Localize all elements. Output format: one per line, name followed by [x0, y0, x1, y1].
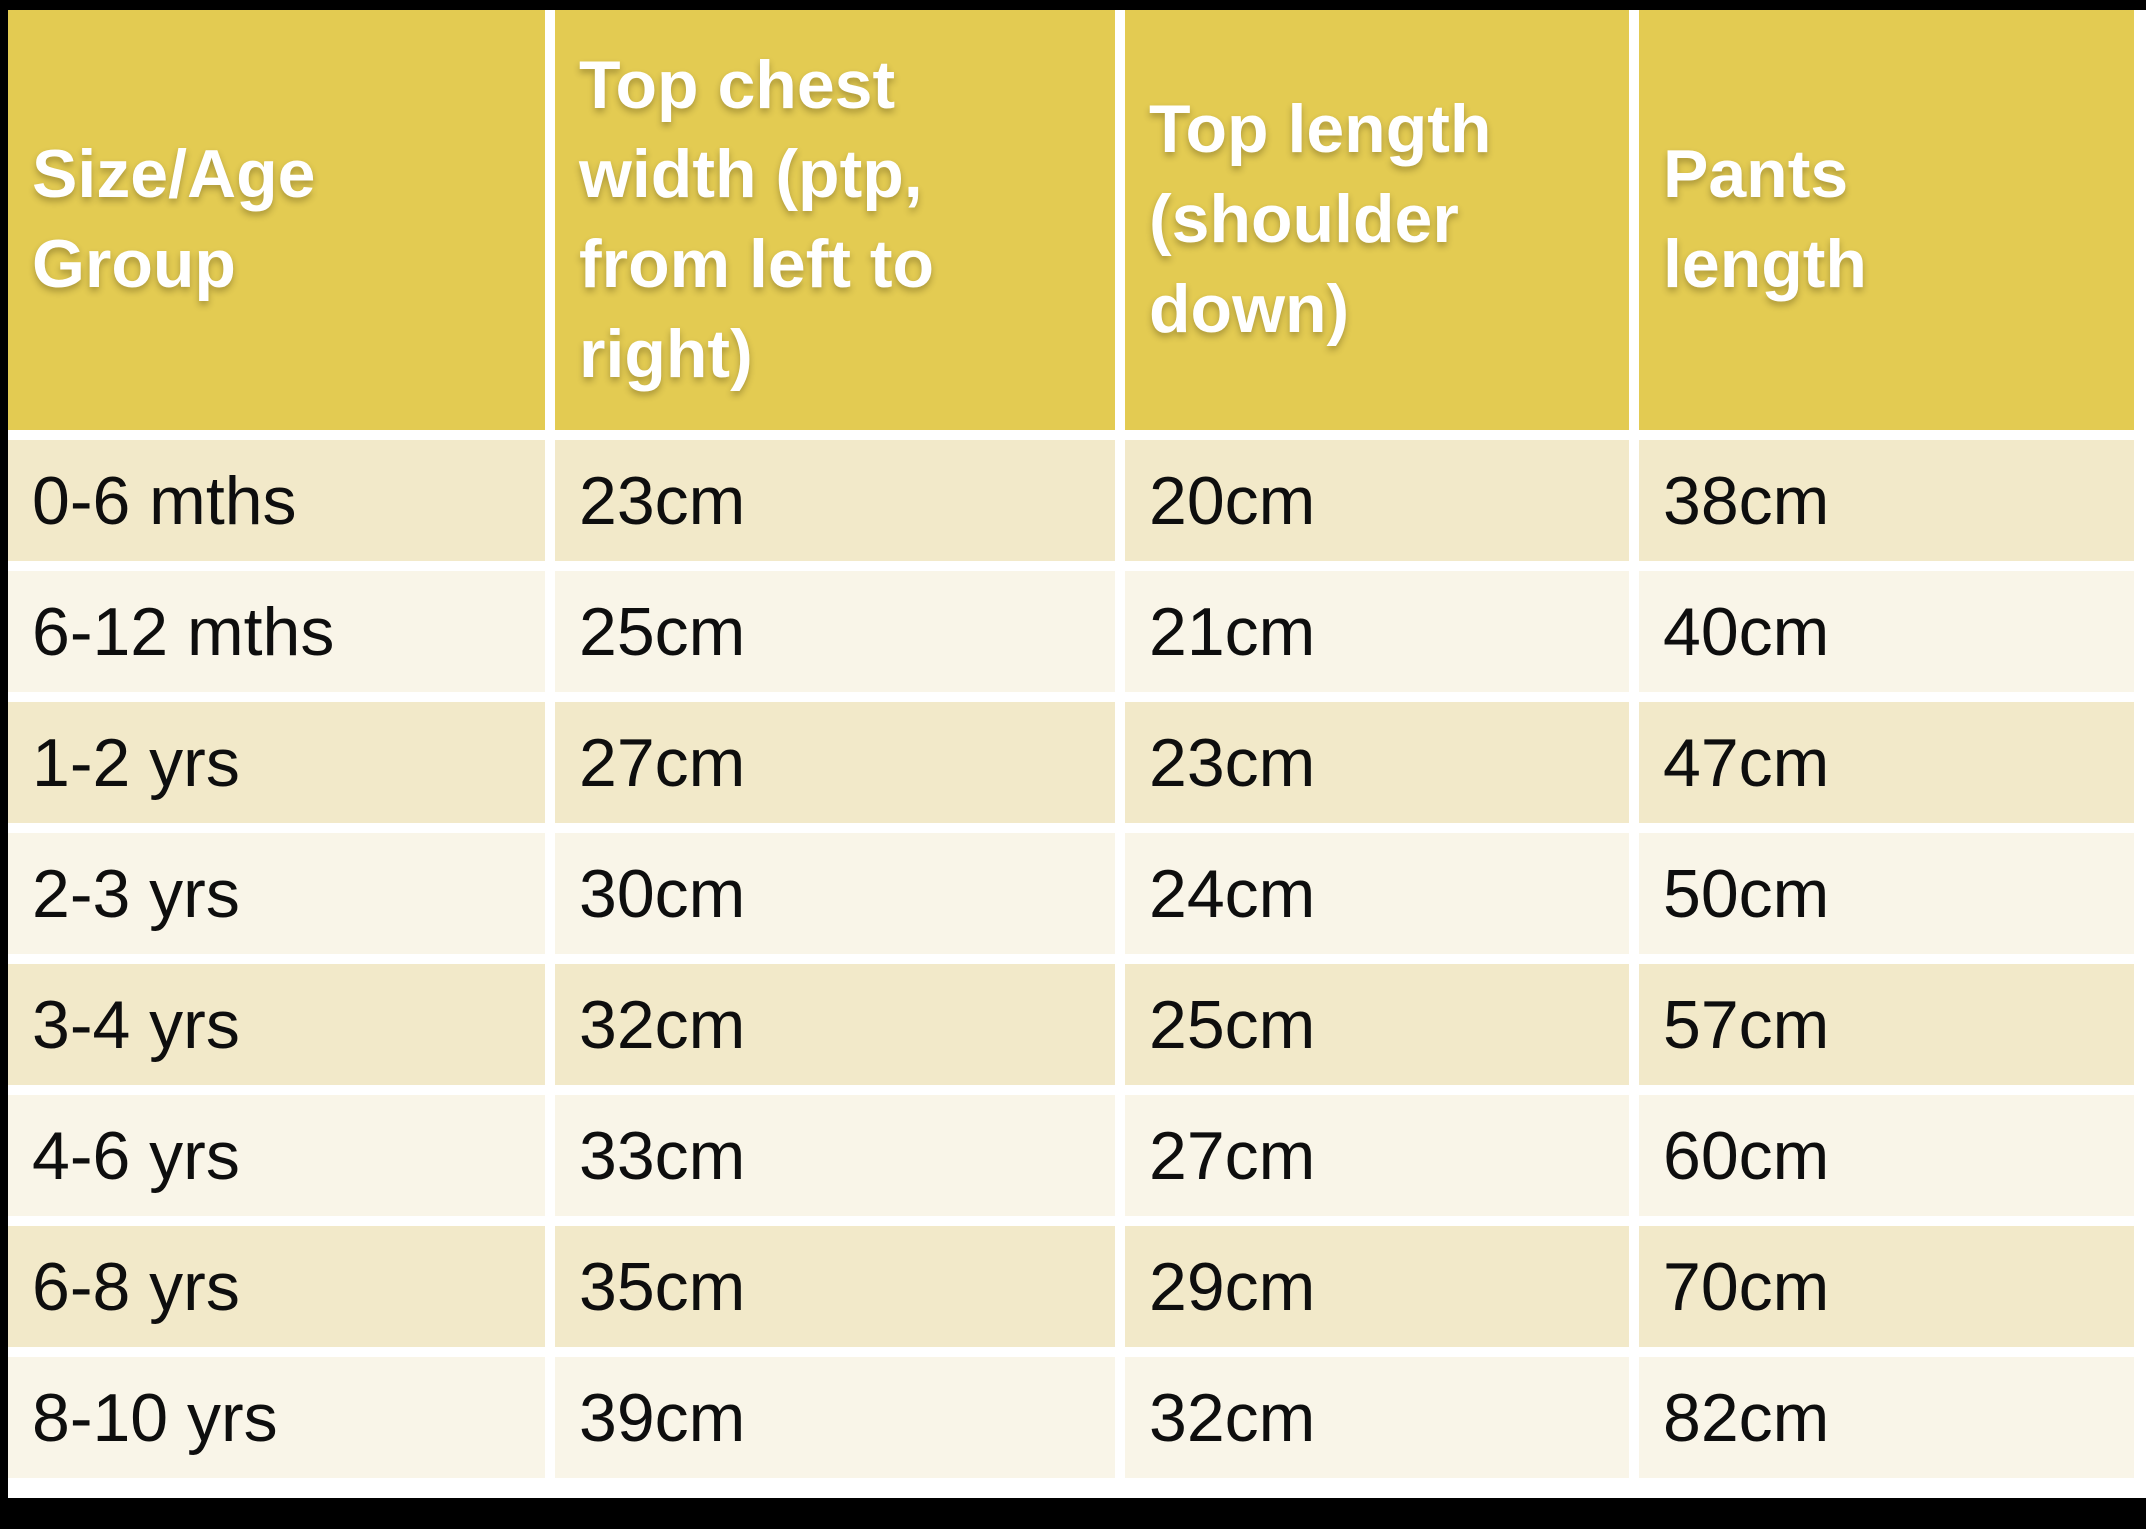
table-row: 3-4 yrs 32cm 25cm 57cm [8, 964, 2134, 1085]
cell-chest-width: 35cm [555, 1226, 1115, 1347]
header-size-age-group: Size/Age Group [8, 10, 545, 430]
cell-size-age: 2-3 yrs [8, 833, 545, 954]
cell-pants-length: 40cm [1639, 571, 2134, 692]
table-row: 6-12 mths 25cm 21cm 40cm [8, 571, 2134, 692]
cell-chest-width: 27cm [555, 702, 1115, 823]
cell-size-age: 8-10 yrs [8, 1357, 545, 1478]
cell-pants-length: 70cm [1639, 1226, 2134, 1347]
cell-top-length: 20cm [1125, 440, 1629, 561]
table-row: 1-2 yrs 27cm 23cm 47cm [8, 702, 2134, 823]
table-row: 4-6 yrs 33cm 27cm 60cm [8, 1095, 2134, 1216]
cell-top-length: 23cm [1125, 702, 1629, 823]
cell-pants-length: 82cm [1639, 1357, 2134, 1478]
cell-size-age: 3-4 yrs [8, 964, 545, 1085]
cell-pants-length: 50cm [1639, 833, 2134, 954]
cell-chest-width: 33cm [555, 1095, 1115, 1216]
cell-chest-width: 39cm [555, 1357, 1115, 1478]
cell-top-length: 27cm [1125, 1095, 1629, 1216]
header-top-chest-width-label: Top chest width (ptp, from left to right… [579, 46, 935, 392]
cell-size-age: 6-12 mths [8, 571, 545, 692]
table-row: 6-8 yrs 35cm 29cm 70cm [8, 1226, 2134, 1347]
header-size-age-group-label: Size/Age Group [32, 136, 316, 302]
header-pants-length-label: Pants length [1663, 136, 1867, 302]
cell-chest-width: 30cm [555, 833, 1115, 954]
cell-top-length: 29cm [1125, 1226, 1629, 1347]
cell-chest-width: 23cm [555, 440, 1115, 561]
header-pants-length: Pants length [1639, 10, 2134, 430]
header-top-chest-width: Top chest width (ptp, from left to right… [555, 10, 1115, 430]
header-top-length: Top length (shoulder down) [1125, 10, 1629, 430]
cell-top-length: 24cm [1125, 833, 1629, 954]
cell-size-age: 0-6 mths [8, 440, 545, 561]
cell-top-length: 32cm [1125, 1357, 1629, 1478]
table-row: 2-3 yrs 30cm 24cm 50cm [8, 833, 2134, 954]
cell-pants-length: 47cm [1639, 702, 2134, 823]
cell-top-length: 21cm [1125, 571, 1629, 692]
slide-background: Size/Age Group Top chest width (ptp, fro… [8, 10, 2146, 1498]
cell-chest-width: 25cm [555, 571, 1115, 692]
size-chart-table: Size/Age Group Top chest width (ptp, fro… [8, 10, 2134, 1478]
table-body: 0-6 mths 23cm 20cm 38cm 6-12 mths 25cm 2… [8, 440, 2134, 1478]
cell-size-age: 6-8 yrs [8, 1226, 545, 1347]
cell-top-length: 25cm [1125, 964, 1629, 1085]
cell-pants-length: 60cm [1639, 1095, 2134, 1216]
cell-chest-width: 32cm [555, 964, 1115, 1085]
cell-pants-length: 57cm [1639, 964, 2134, 1085]
table-header-row: Size/Age Group Top chest width (ptp, fro… [8, 10, 2134, 430]
cell-size-age: 1-2 yrs [8, 702, 545, 823]
table-row: 8-10 yrs 39cm 32cm 82cm [8, 1357, 2134, 1478]
header-top-length-label: Top length (shoulder down) [1149, 91, 1492, 347]
cell-pants-length: 38cm [1639, 440, 2134, 561]
table-row: 0-6 mths 23cm 20cm 38cm [8, 440, 2134, 561]
cell-size-age: 4-6 yrs [8, 1095, 545, 1216]
